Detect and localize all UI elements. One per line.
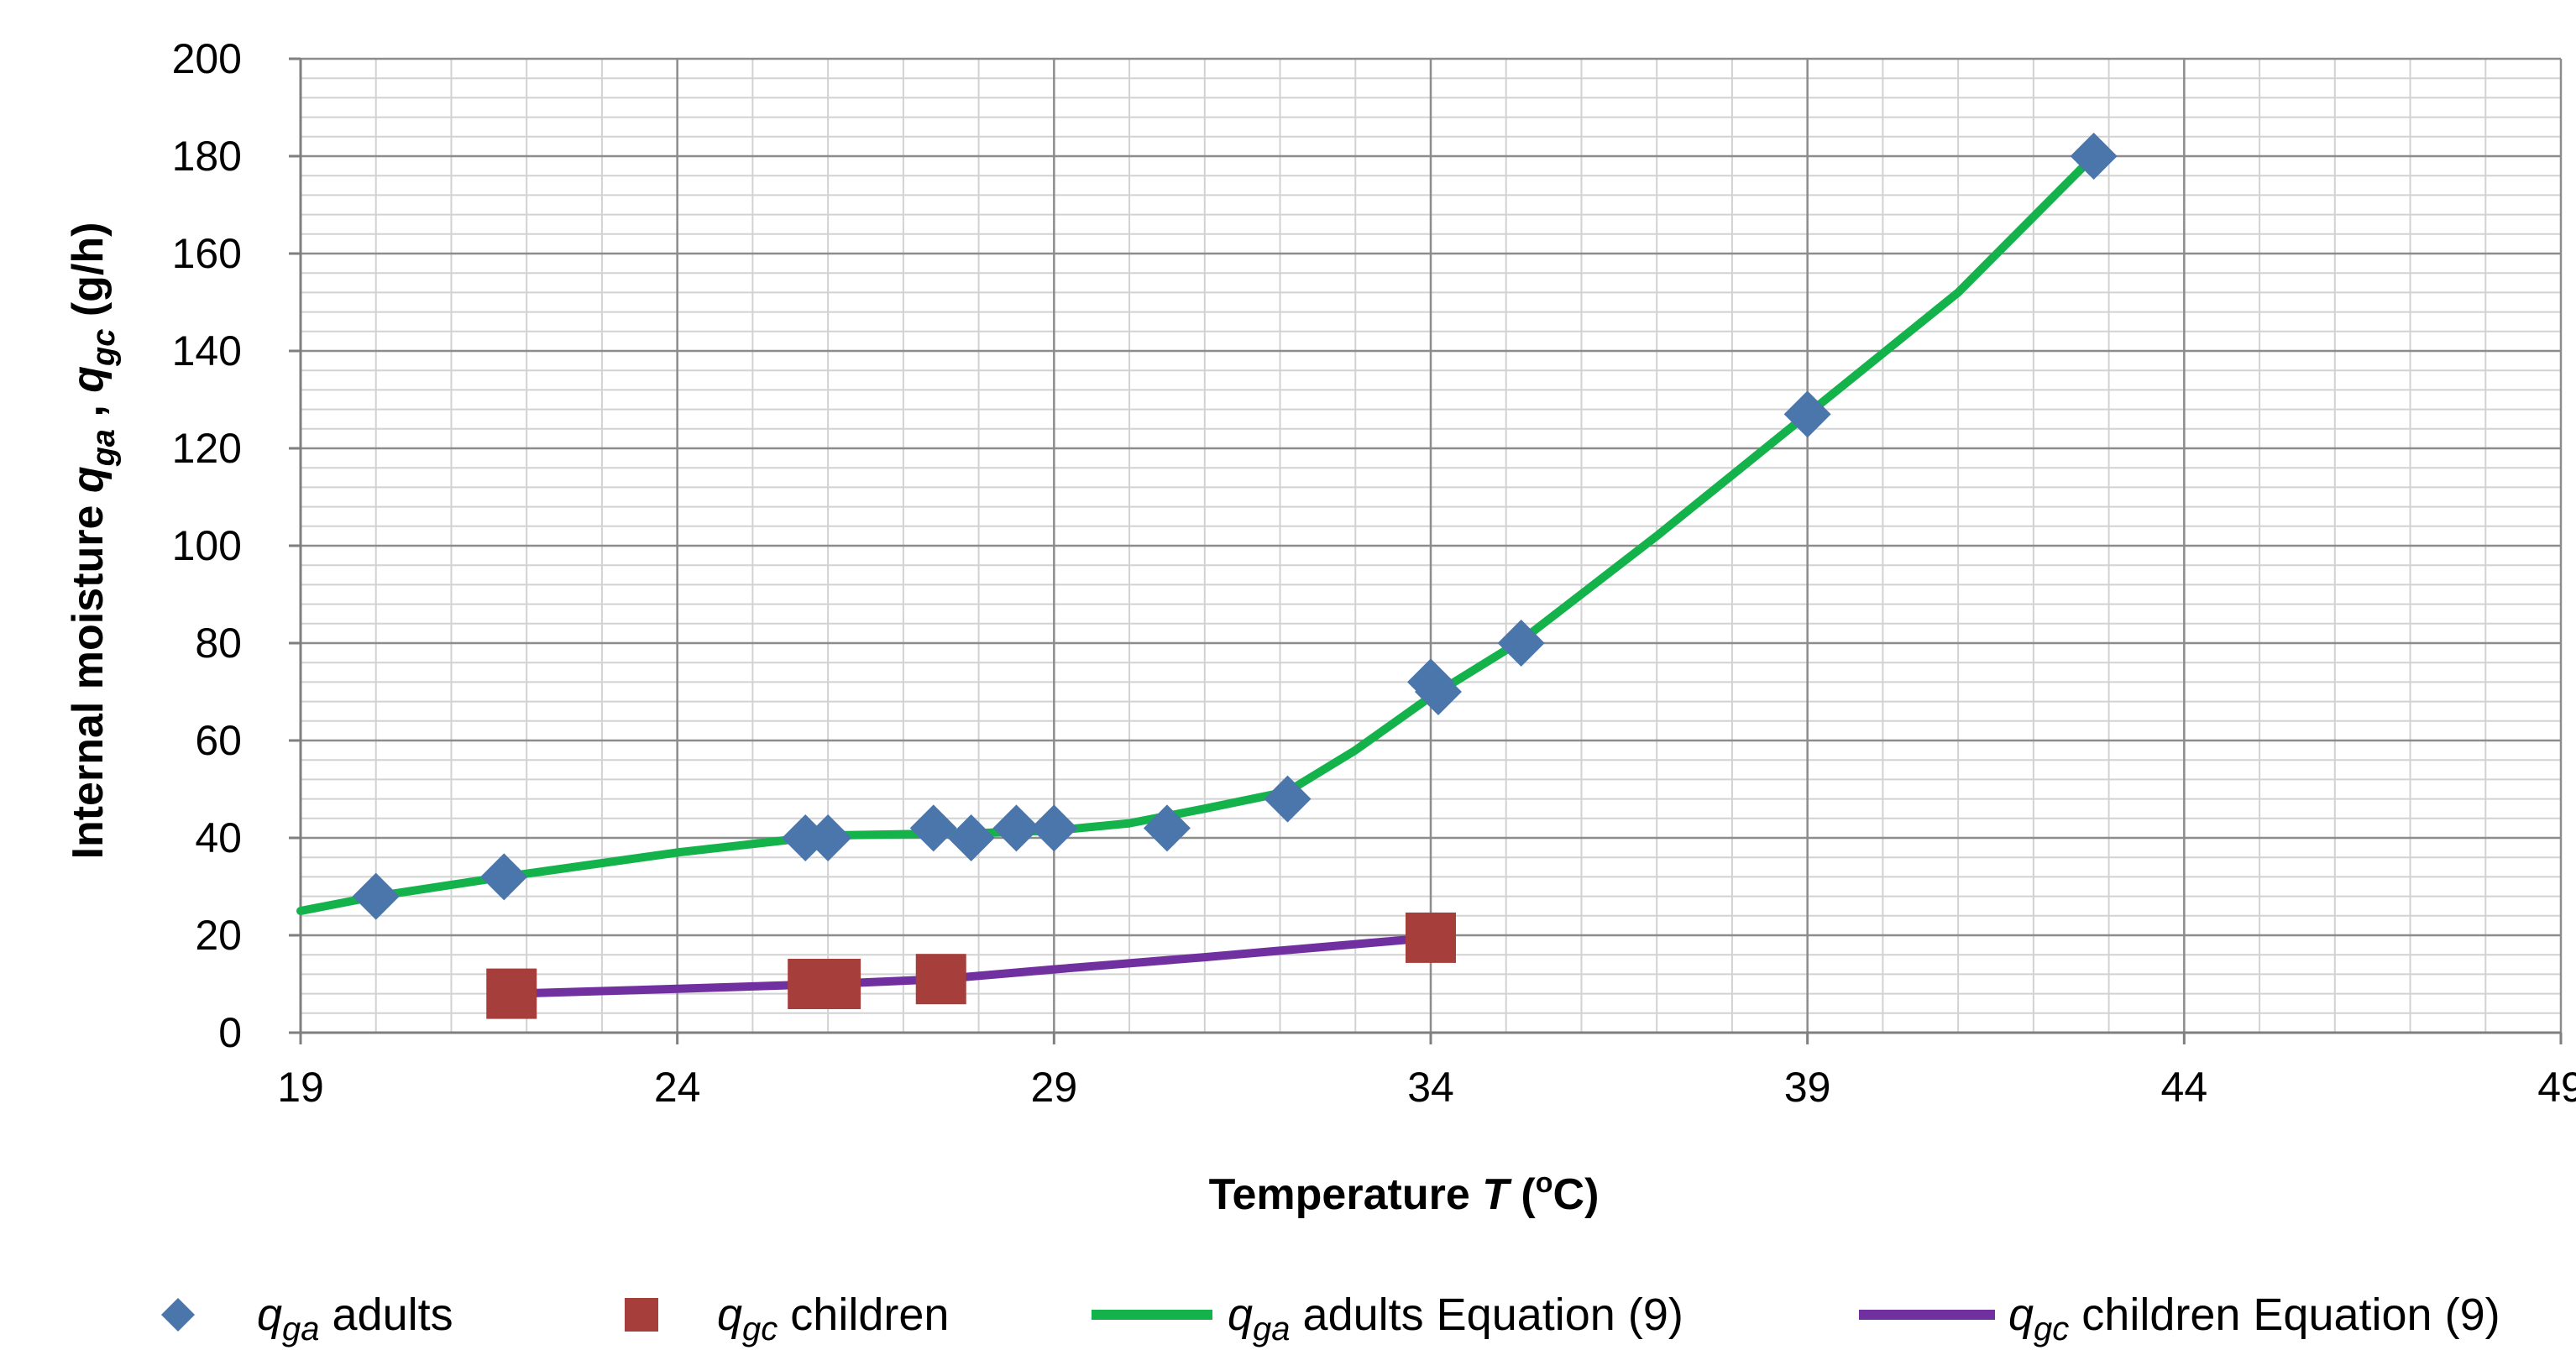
x-tick-label: 39	[1784, 1064, 1831, 1111]
legend-item-adults-equation: qga adults Equation (9)	[1092, 1290, 1683, 1347]
data-point-square	[1406, 912, 1456, 963]
data-point-square	[810, 959, 861, 1009]
grid	[299, 57, 2563, 1034]
data-point-diamond	[1030, 804, 1078, 852]
data-point-diamond	[352, 872, 400, 920]
x-tick-label: 34	[1407, 1064, 1454, 1111]
y-tick-label: 60	[195, 717, 242, 764]
x-tick-label: 29	[1031, 1064, 1078, 1111]
x-axis-title: Temperature T (oC)	[1209, 1167, 1600, 1219]
series	[296, 133, 2118, 1019]
x-tick-label: 49	[2537, 1064, 2576, 1111]
data-point-square	[486, 968, 537, 1019]
y-tick-label: 100	[172, 522, 242, 569]
y-tick-label: 80	[195, 620, 242, 667]
data-point-diamond	[909, 804, 957, 852]
data-point-diamond	[804, 814, 852, 861]
legend-label-adults-equation: qga adults Equation (9)	[1228, 1290, 1683, 1347]
series-line-1	[507, 933, 1435, 998]
data-point-diamond	[1414, 668, 1462, 715]
y-tick-label: 160	[172, 230, 242, 277]
x-tick-label: 24	[654, 1064, 701, 1111]
series-line-0	[296, 152, 2098, 915]
axes	[289, 57, 2563, 1044]
legend: qga adults qgc children qga adults Equat…	[161, 1290, 2500, 1347]
data-point-diamond	[1264, 775, 1312, 823]
y-tick-label: 140	[172, 327, 242, 374]
data-point-diamond	[2070, 133, 2118, 180]
tick-labels: 19 24 29 34 39 44 49 0 20 40 60 80 100 120 140 160 180 20…	[172, 35, 2576, 1111]
x-tick-label: 44	[2161, 1064, 2208, 1111]
data-point-diamond	[1497, 620, 1545, 667]
y-tick-label: 180	[172, 133, 242, 180]
legend-label-children: qgc children	[717, 1290, 949, 1347]
data-point-diamond	[1783, 390, 1831, 438]
y-tick-label: 200	[172, 35, 242, 82]
y-axis-title: Internal moisture qga , qgc (g/h)	[64, 222, 122, 860]
legend-marker-square	[625, 1298, 658, 1332]
legend-label-children-equation: qgc children Equation (9)	[2008, 1290, 2500, 1347]
data-point-diamond	[1143, 804, 1191, 852]
data-point-square	[915, 954, 966, 1005]
legend-label-adults: qga adults	[257, 1290, 453, 1347]
data-point-diamond	[480, 853, 528, 901]
y-tick-label: 120	[172, 425, 242, 472]
y-tick-label: 20	[195, 912, 242, 959]
y-tick-label: 0	[218, 1009, 242, 1056]
legend-item-children: qgc children	[625, 1290, 949, 1347]
legend-marker-diamond	[161, 1298, 195, 1332]
legend-item-children-equation: qgc children Equation (9)	[1859, 1290, 2500, 1347]
legend-item-adults: qga adults	[161, 1290, 453, 1347]
x-tick-label: 19	[277, 1064, 324, 1111]
data-point-diamond	[992, 804, 1040, 852]
y-tick-label: 40	[195, 814, 242, 861]
data-point-diamond	[947, 814, 995, 861]
